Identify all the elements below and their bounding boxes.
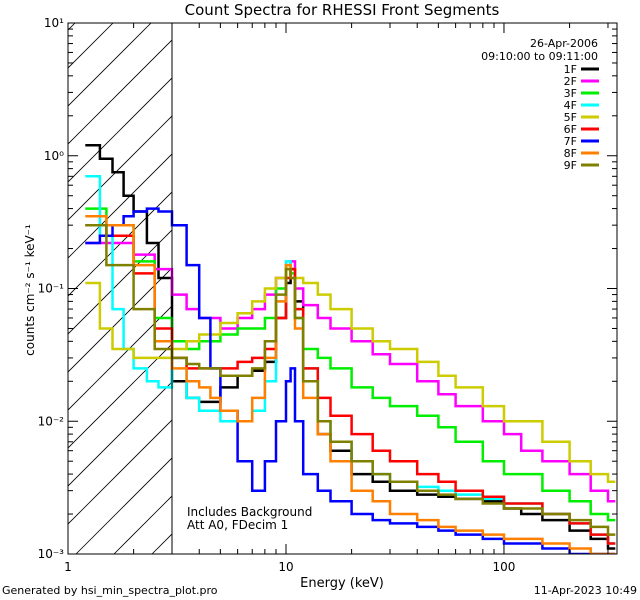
legend-label: 6F <box>564 123 577 136</box>
legend-label: 8F <box>564 147 577 160</box>
series-9F <box>85 223 616 536</box>
y-tick-label: 10⁻³ <box>38 547 65 561</box>
hatch-line <box>68 419 173 525</box>
x-axis: 1 10 100 <box>64 23 609 574</box>
series-8F <box>85 215 616 554</box>
legend-label: 2F <box>564 75 577 88</box>
footer-generator: Generated by hsi_min_spectra_plot.pro <box>2 584 218 597</box>
legend-date: 26-Apr-2006 <box>530 37 598 50</box>
hatch-line <box>68 153 173 259</box>
y-axis-label: counts cm⁻² s⁻¹ keV⁻¹ <box>23 224 37 356</box>
y-tick-label: 10⁻² <box>38 414 65 428</box>
x-tick-label: 100 <box>493 560 516 574</box>
annotation-attenuator: Att A0, FDecim 1 <box>187 518 288 532</box>
y-axis: 10⁻³ 10⁻² 10⁻¹ 10⁰ 10¹ <box>38 16 617 561</box>
y-tick-label: 10¹ <box>44 16 64 30</box>
legend-label: 7F <box>564 135 577 148</box>
chart-title: Count Spectra for RHESSI Front Segments <box>185 1 500 19</box>
hatch-line <box>68 381 173 487</box>
x-tick-label: 10 <box>278 560 293 574</box>
hatch-line <box>68 39 173 145</box>
legend-label: 5F <box>564 111 577 124</box>
series-5F <box>85 267 616 484</box>
x-axis-label: Energy (keV) <box>300 576 384 591</box>
x-tick-label: 1 <box>64 560 72 574</box>
series-7F <box>85 207 616 554</box>
legend-label: 4F <box>564 99 577 112</box>
legend-time-range: 09:10:00 to 09:11:00 <box>481 50 598 63</box>
y-tick-label: 10⁻¹ <box>38 282 65 296</box>
hatch-line <box>68 23 114 69</box>
legend-label: 9F <box>564 159 577 172</box>
plot-area <box>68 23 617 554</box>
legend-label: 1F <box>564 63 577 76</box>
legend-label: 3F <box>564 87 577 100</box>
annotation-background: Includes Background <box>187 505 312 519</box>
footer-timestamp: 11-Apr-2023 10:49 <box>534 584 637 597</box>
hatch-line <box>68 191 173 297</box>
y-tick-label: 10⁰ <box>44 149 64 163</box>
hatch-line <box>68 23 152 107</box>
